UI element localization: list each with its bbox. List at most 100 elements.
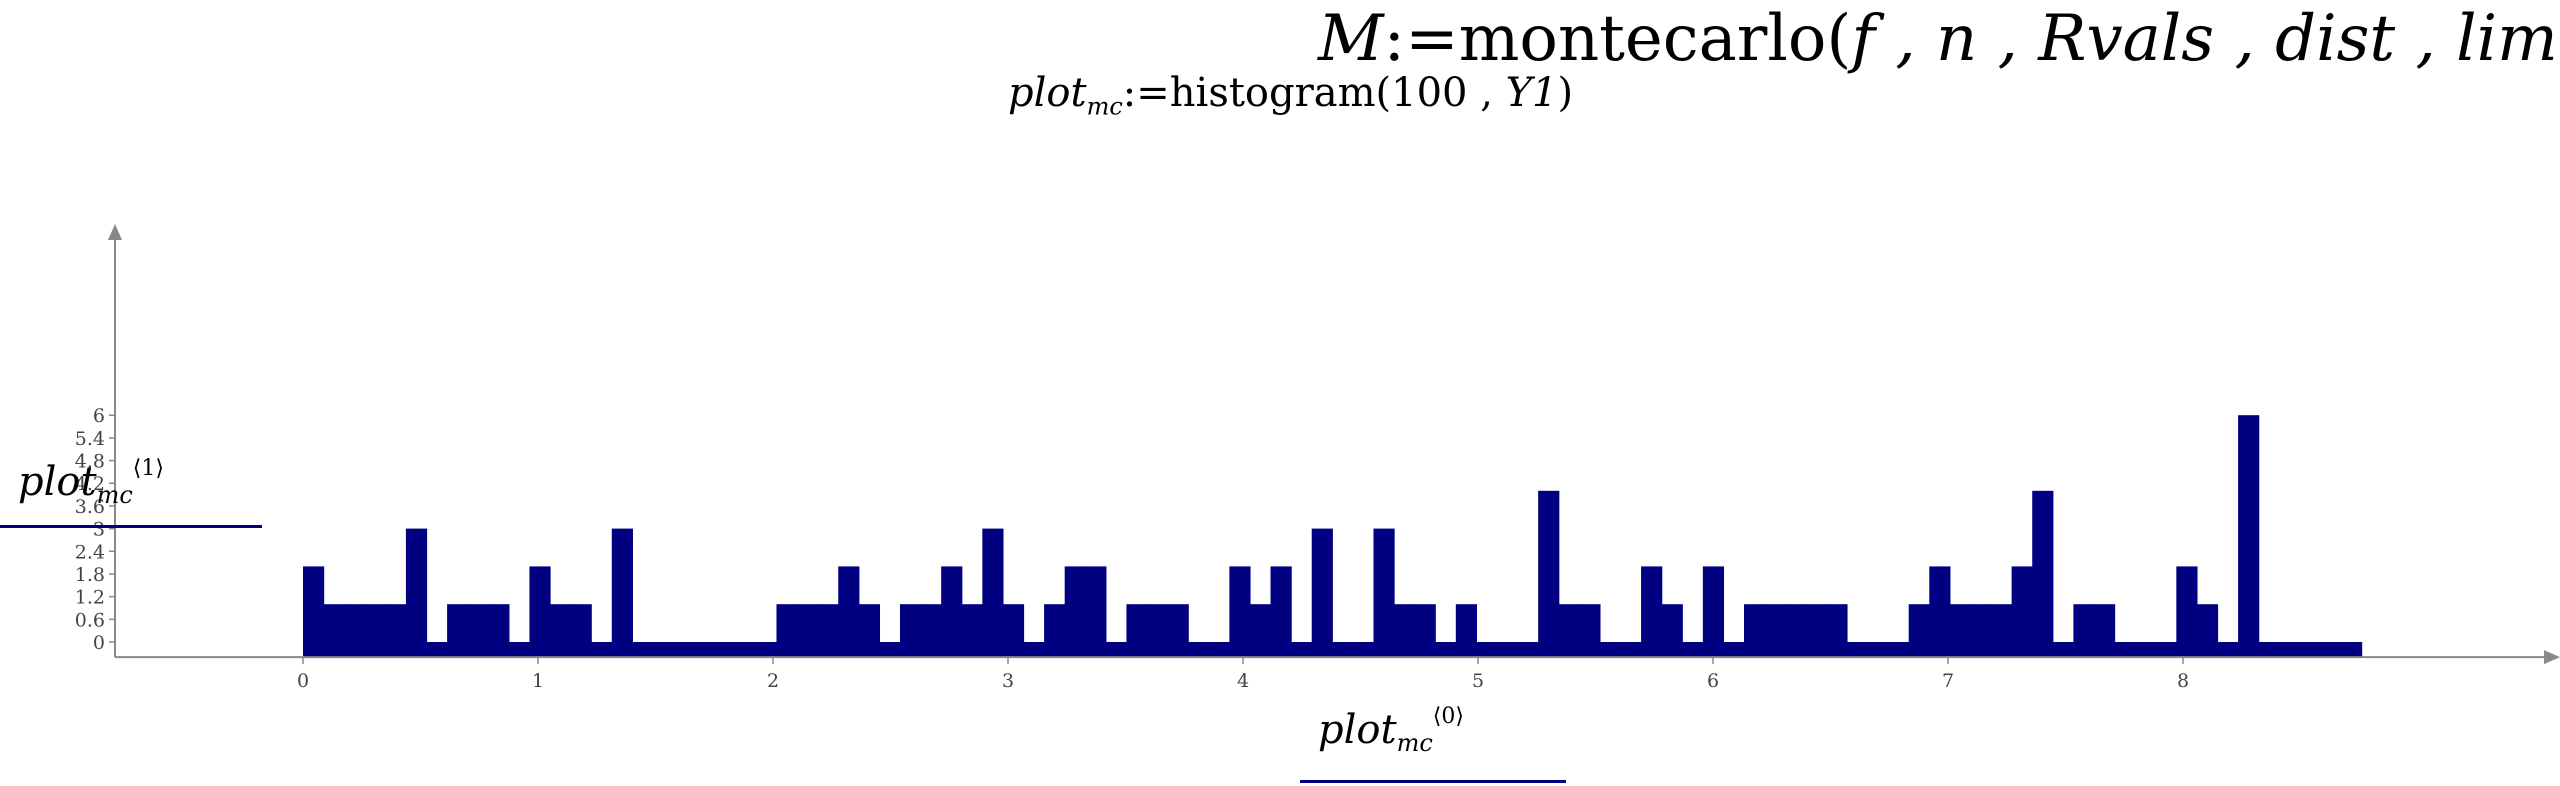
bar: [1867, 642, 1889, 658]
bar: [1764, 604, 1786, 658]
y-tick-label: 3.6: [75, 496, 105, 518]
bar: [2011, 566, 2033, 658]
y-axis-arrow: [108, 224, 122, 240]
xlabel-base: plot: [1318, 706, 1397, 753]
eq2-lhs-sub: mc: [1086, 92, 1123, 121]
ylabel-sub: mc: [96, 481, 133, 510]
ylabel-base: plot: [18, 458, 97, 505]
bar: [508, 642, 531, 658]
bar: [1661, 604, 1683, 658]
bar: [1023, 642, 1045, 658]
xlabel-sup: ⟨0⟩: [1432, 704, 1464, 729]
bar: [1517, 642, 1539, 658]
bar: [1147, 604, 1169, 658]
bar: [1476, 642, 1498, 658]
x-tick-label: 0: [297, 670, 309, 692]
bar: [1599, 642, 1622, 658]
bar: [1064, 566, 1086, 658]
montecarlo-equation[interactable]: M:=montecarlo(f , n , Rvals , dist , lim…: [1318, 2, 2560, 76]
x-axis-label-underline: [1300, 780, 1566, 783]
bar: [1105, 642, 1128, 658]
bar: [1682, 642, 1704, 658]
bar: [1970, 604, 1992, 658]
bar: [1785, 604, 1807, 658]
bar: [2299, 642, 2322, 658]
bar: [652, 642, 675, 658]
bar: [1085, 566, 1107, 658]
bar: [1044, 604, 1066, 658]
x-tick-label: 6: [1707, 670, 1719, 692]
bar: [817, 604, 839, 658]
x-tick-label: 3: [1002, 670, 1014, 692]
bar: [1620, 642, 1642, 658]
bar: [1641, 566, 1663, 658]
bar: [1167, 604, 1189, 658]
bar: [714, 642, 736, 658]
x-tick-label: 4: [1237, 670, 1249, 692]
eq1-assign: :=: [1383, 2, 1459, 76]
bar: [2238, 415, 2260, 658]
bar: [899, 604, 922, 658]
bar: [1538, 490, 1560, 658]
bar: [2093, 604, 2116, 658]
eq2-arg-var: Y1: [1505, 70, 1558, 116]
bar: [1888, 642, 1910, 658]
histogram-equation[interactable]: plotmc:=histogram(100 , Y1): [1008, 70, 1574, 121]
bar: [858, 604, 881, 658]
bar: [1826, 604, 1848, 658]
bar: [1291, 642, 1313, 658]
bar: [323, 604, 345, 658]
bar: [776, 604, 798, 658]
x-tick-label: 2: [767, 670, 779, 692]
bar: [797, 604, 819, 658]
x-tick-label: 1: [532, 670, 544, 692]
y-tick-label: 3: [93, 519, 105, 541]
bar: [1908, 604, 1930, 658]
bar: [1579, 604, 1601, 658]
x-axis-label[interactable]: plotmc⟨0⟩: [1318, 704, 1464, 757]
bar: [447, 604, 469, 658]
eq2-lhs-base: plot: [1008, 70, 1087, 116]
bar: [1929, 566, 1951, 658]
bar: [2052, 642, 2074, 658]
bar: [1558, 604, 1580, 658]
y-axis-label[interactable]: plotmc⟨1⟩: [18, 456, 164, 509]
bar: [1352, 642, 1375, 658]
bar: [2258, 642, 2280, 658]
bar: [2114, 642, 2136, 658]
bar: [1311, 528, 1333, 658]
bar: [941, 566, 963, 658]
bar: [1208, 642, 1230, 658]
bar: [632, 642, 654, 658]
bar: [2279, 642, 2301, 658]
y-tick-label: 2.4: [75, 541, 105, 563]
bar: [1002, 604, 1025, 658]
bar: [1249, 604, 1272, 658]
bar: [2155, 642, 2177, 658]
y-tick-label: 5.4: [75, 428, 105, 450]
bar: [1414, 604, 1436, 658]
bar: [879, 642, 901, 658]
bar: [920, 604, 942, 658]
eq2-assign: :=: [1122, 70, 1170, 116]
bar: [488, 604, 510, 658]
bar: [2341, 642, 2363, 658]
x-tick-label: 8: [2177, 670, 2189, 692]
bar: [2320, 642, 2342, 658]
xlabel-sub: mc: [1396, 729, 1433, 758]
bar: [1229, 566, 1251, 658]
bar: [364, 604, 386, 658]
bar: [694, 642, 716, 658]
x-tick-label: 7: [1942, 670, 1954, 692]
bar: [755, 642, 778, 658]
bar: [982, 528, 1004, 658]
bar: [1991, 604, 2013, 658]
bar: [735, 642, 757, 658]
bar: [570, 604, 592, 658]
bar: [405, 528, 428, 658]
y-tick-label: 6: [93, 405, 105, 427]
bar: [1723, 642, 1745, 658]
bar: [2032, 490, 2054, 658]
bar: [1744, 604, 1766, 658]
